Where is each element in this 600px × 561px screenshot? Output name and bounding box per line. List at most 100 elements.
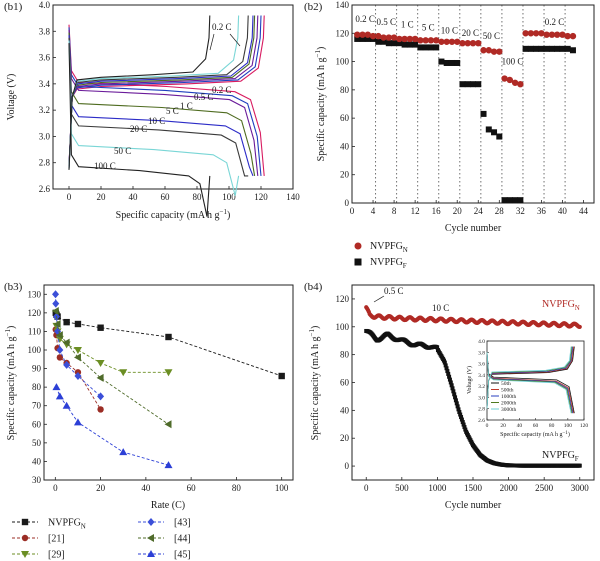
legend-label-nvpfg-n: NVPFGN <box>370 241 408 254</box>
inset-x-tick-label: 20 <box>500 423 506 429</box>
point-nvpfg-f <box>454 401 459 406</box>
inset-y-tick-label: 3.2 <box>478 384 485 390</box>
legend-marker <box>147 550 155 557</box>
discharge-curve-50C <box>68 40 240 196</box>
inset-x-axis-label: Specific capacity (mA h g−1) <box>500 431 570 438</box>
point-nvpfg-f <box>450 386 455 391</box>
x-tick-label: 12 <box>411 206 420 216</box>
plot-frame-b1 <box>52 4 294 190</box>
y-tick-label: 4.0 <box>39 0 51 10</box>
discharge-curve-10C <box>68 35 254 177</box>
curve-label-0.2C: 0.2 C <box>212 85 232 95</box>
legend-marker-nvpfg-f <box>354 258 362 266</box>
discharge-curve-100C <box>68 43 211 217</box>
x-tick-label: 20 <box>453 206 463 216</box>
point-nvpfg-n <box>490 48 498 55</box>
point-nvpfg-n <box>485 47 492 54</box>
point-ref44ref <box>51 307 59 315</box>
point-nvpfg-n <box>538 30 545 37</box>
y-axis-label-b2: Specific capacity (mA h g−1) <box>314 47 327 162</box>
x-tick-label: 44 <box>579 206 589 216</box>
point-nvpfg-f <box>506 197 513 204</box>
y-tick-label: 80 <box>340 85 350 95</box>
point-ref29ref <box>73 347 82 354</box>
point-nvpfg-f <box>464 81 471 88</box>
point-ref45ref <box>62 401 71 409</box>
inset-y-tick-label: 3.0 <box>478 395 485 401</box>
discharge-curve-5C <box>68 32 256 176</box>
point-nvpfg-f <box>447 377 452 382</box>
point-ref43ref <box>52 299 60 308</box>
series-line <box>55 294 101 397</box>
point-NVPFG_N <box>63 318 70 326</box>
curve-label-20C: 20 C <box>130 124 147 134</box>
point-nvpfg-f <box>459 415 464 420</box>
point-ref45ref <box>119 448 128 456</box>
point-nvpfg-f <box>522 45 529 52</box>
point-ref44ref <box>53 320 61 328</box>
point-nvpfg-f <box>475 81 482 88</box>
point-nvpfg-f <box>359 35 366 42</box>
y-tick-label: 100 <box>28 345 42 355</box>
point-nvpfg-n <box>522 30 529 37</box>
point-nvpfg-f <box>456 407 461 412</box>
point-nvpfg-n <box>396 35 403 43</box>
point-nvpfg-n <box>380 34 387 41</box>
inset-y-tick-label: 3.6 <box>478 362 485 368</box>
panel-b1: (b1) 0 20 40 60 80 100 120 140 2.6 2.8 3.0 3.2 3.4 3.… <box>4 0 300 221</box>
point-ref43ref <box>52 290 60 299</box>
inset-legend-label: 50th <box>501 381 511 387</box>
curve-label-5C: 5 C <box>166 106 179 116</box>
inset-y-tick-label: 2.6 <box>478 418 485 424</box>
x-tick-label: 40 <box>129 192 139 202</box>
point-ref45ref <box>73 418 82 426</box>
x-tick-label: 2000 <box>500 483 519 493</box>
annotation-10C: 10 C <box>432 303 449 313</box>
ticks-b1: 0 20 40 60 80 100 120 140 2.6 2.8 3.0 3.2 3.4 3.6 3.8 4… <box>39 0 301 202</box>
x-tick-label: 2500 <box>535 483 554 493</box>
point-nvpfg-n <box>390 34 398 41</box>
points-b4 <box>364 305 582 468</box>
point-ref43ref <box>74 372 82 380</box>
inset-charge-3000th <box>486 346 572 409</box>
point-nvpfg-f <box>501 197 508 204</box>
point-nvpfg-f <box>457 410 462 415</box>
point-nvpfg-f <box>452 392 457 397</box>
point-ref29ref <box>164 369 173 377</box>
point-nvpfg-n <box>553 31 561 38</box>
inset-x-tick-label: 120 <box>580 423 589 429</box>
y-tick-label: 40 <box>340 405 350 415</box>
point-nvpfg-f <box>446 371 451 376</box>
annotation-0.5C: 0.5 C <box>384 286 404 296</box>
point-NVPFG_N <box>74 320 82 328</box>
point-nvpfg-f <box>569 47 576 54</box>
point-ref21ref <box>56 354 64 361</box>
x-tick-label: 1500 <box>464 483 483 493</box>
point-nvpfg-f <box>406 41 413 48</box>
point-nvpfg-n <box>427 37 435 44</box>
ticks-b2: 0 4 8 12 16 20 24 28 32 36 40 44 0 20 40 60 80 100 120 140 <box>336 0 589 216</box>
annotation-arrow-0.5C <box>373 295 385 303</box>
point-nvpfg-f <box>451 389 456 394</box>
point-nvpfg-n <box>364 31 371 38</box>
x-axis-label-b1: Specific capacity (mA h g−1) <box>116 208 231 221</box>
x-tick-label: 36 <box>537 206 547 216</box>
point-nvpfg-f <box>463 427 468 432</box>
y-tick-label: 2.8 <box>39 158 51 168</box>
x-tick-label: 40 <box>141 483 151 493</box>
series-line <box>55 312 282 377</box>
x-tick-label: 20 <box>97 192 107 202</box>
x-tick-label: 0 <box>350 206 355 216</box>
x-tick-label: 40 <box>558 206 568 216</box>
y-tick-label: 40 <box>340 141 350 151</box>
x-tick-label: 0 <box>364 483 369 493</box>
point-ref44ref <box>55 331 63 340</box>
point-nvpfg-n <box>564 32 571 40</box>
point-nvpfg-n <box>517 81 524 88</box>
y-tick-label: 3.8 <box>39 26 51 36</box>
y-tick-label: 110 <box>28 326 42 336</box>
y-tick-label: 60 <box>340 113 350 123</box>
panel-label-b1: (b1) <box>4 1 23 13</box>
y-tick-label: 90 <box>32 364 42 374</box>
y-tick-label: 20 <box>340 433 350 443</box>
